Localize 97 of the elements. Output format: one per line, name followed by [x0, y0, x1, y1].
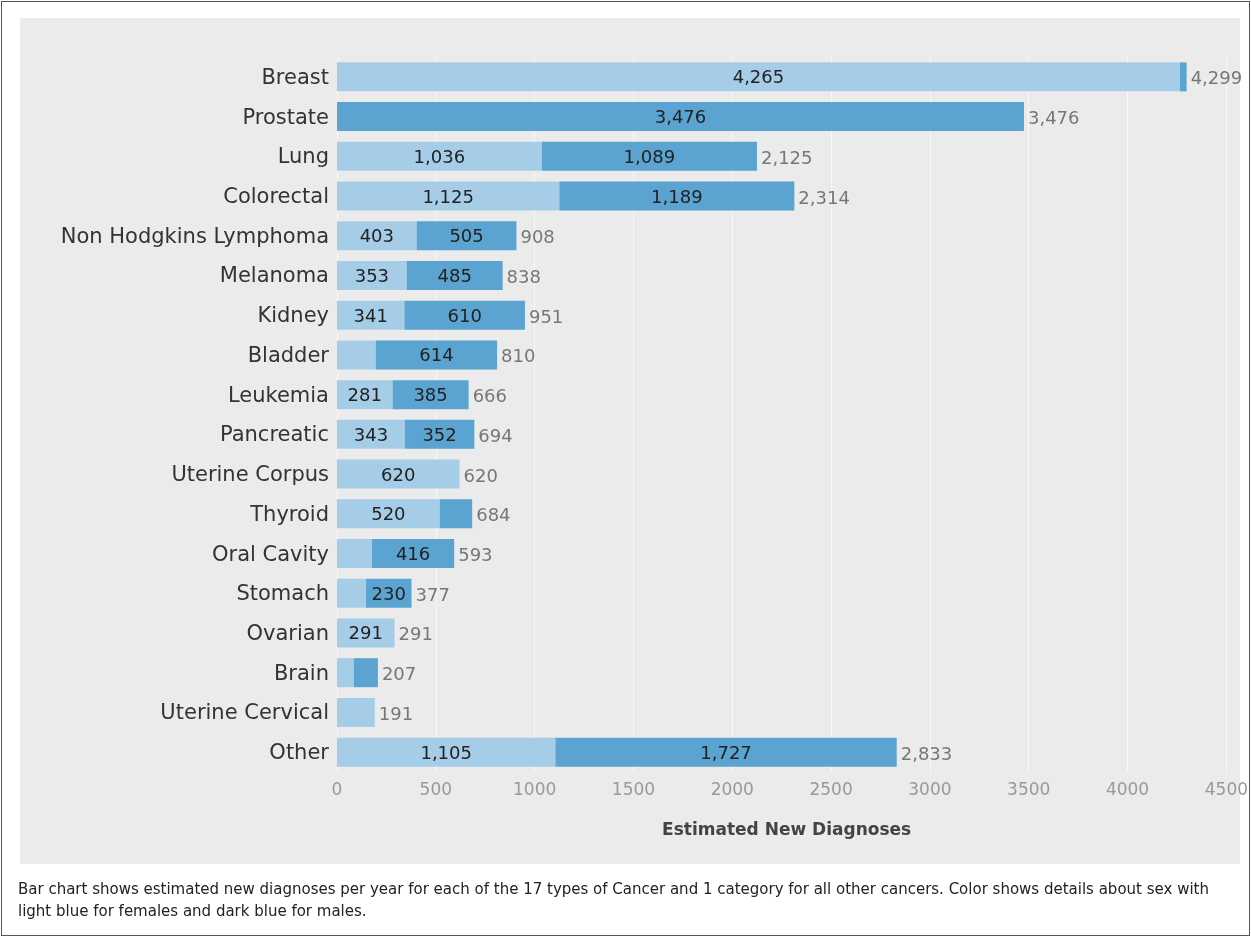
y-tick-label: Breast [261, 64, 329, 89]
bar [406, 260, 503, 290]
data-label: 416 [395, 543, 431, 565]
bar [337, 260, 407, 290]
total-label: 4,299 [1190, 67, 1243, 89]
y-tick-label: Oral Cavity [212, 541, 329, 566]
bar [439, 499, 473, 529]
total-label: 191 [378, 702, 414, 724]
total-label: 838 [506, 265, 541, 287]
data-label: 291 [348, 622, 383, 644]
total-label: 593 [458, 544, 493, 566]
bar [1179, 62, 1187, 92]
bar [541, 141, 757, 171]
x-tick-label: 500 [419, 778, 453, 799]
y-tick-label: Ovarian [246, 620, 329, 645]
total-label: 810 [501, 345, 536, 367]
total-label: 3,476 [1027, 107, 1080, 129]
bar [337, 697, 375, 727]
bar [337, 141, 542, 171]
bar [337, 539, 372, 569]
data-label: 343 [353, 423, 389, 445]
data-label: 1,089 [623, 145, 676, 167]
data-label: 385 [413, 384, 448, 406]
data-label: 230 [371, 582, 406, 604]
x-tick-label: 3500 [1007, 778, 1051, 799]
bar [337, 499, 440, 529]
y-tick-label: Lung [277, 144, 329, 169]
y-tick-label: Non Hodgkins Lymphoma [60, 223, 329, 248]
y-tick-label: Kidney [257, 303, 329, 328]
total-label: 684 [476, 504, 511, 526]
bar [337, 181, 560, 211]
y-tick-label: Thyroid [249, 501, 329, 526]
data-label: 520 [371, 503, 406, 525]
y-tick-label: Uterine Cervical [160, 700, 329, 725]
bar [375, 340, 498, 370]
total-label: 666 [472, 385, 507, 407]
bar [416, 221, 517, 251]
y-tick-label: Leukemia [227, 382, 329, 407]
bar [353, 658, 378, 688]
data-label: 614 [419, 344, 454, 366]
y-tick-label: Bladder [247, 342, 330, 367]
x-tick-label: 0 [331, 778, 343, 799]
total-label: 207 [381, 663, 417, 685]
x-tick-label: 4000 [1105, 778, 1150, 799]
data-label: 1,727 [700, 741, 752, 763]
x-tick-label: 1000 [513, 778, 557, 799]
text: Bar chart shows estimated new diagnoses per year for each of the 17 types of Cancer and 1 category for all other cancers. Color shows details about sex with light blue for females and dark blue for males. [18, 879, 1210, 922]
bar [337, 658, 354, 688]
y-tick-label: Colorectal [223, 184, 329, 209]
total-label: 291 [398, 623, 433, 645]
bar [559, 181, 795, 211]
bar [337, 221, 417, 251]
y-tick-label: Melanoma [219, 263, 329, 288]
data-label: 620 [381, 463, 416, 485]
y-tick-label: Other [269, 740, 330, 765]
bar [337, 340, 376, 370]
x-axis-title: Estimated New Diagnoses [662, 818, 912, 839]
data-label: 341 [353, 304, 388, 326]
bar [337, 62, 1180, 92]
data-label: 1,125 [422, 185, 474, 207]
bar [404, 300, 525, 330]
total-label: 951 [528, 305, 564, 327]
bar [337, 459, 460, 489]
data-label: 1,105 [420, 741, 472, 763]
bar [371, 539, 455, 569]
y-tick-label: Stomach [236, 581, 329, 606]
x-tick-label: 4500 [1204, 778, 1248, 799]
data-label: 1,036 [413, 145, 466, 167]
y-tick-label: Uterine Corpus [171, 462, 329, 487]
bar [555, 737, 897, 767]
data-label: 610 [447, 304, 482, 326]
data-label: 353 [354, 264, 390, 286]
total-label: 694 [478, 424, 513, 446]
data-label: 281 [347, 384, 382, 406]
bar [337, 737, 556, 767]
data-label: 505 [449, 225, 484, 247]
total-label: 2,314 [798, 186, 850, 208]
bar [337, 102, 1024, 132]
data-label: 403 [359, 225, 394, 247]
data-label: 352 [422, 423, 457, 445]
x-tick-label: 2500 [809, 778, 853, 799]
y-tick-label: Prostate [242, 104, 329, 129]
data-label: 1,189 [651, 185, 703, 207]
data-label: 485 [437, 264, 472, 286]
bar [337, 578, 367, 608]
x-tick-label: 1500 [611, 778, 656, 799]
total-label: 908 [520, 226, 555, 248]
y-tick-label: Pancreatic [219, 422, 329, 447]
total-label: 620 [463, 464, 498, 486]
total-label: 377 [415, 583, 450, 605]
y-tick-label: Brain [273, 660, 329, 685]
x-tick-label: 2000 [710, 778, 754, 799]
total-label: 2,125 [760, 146, 813, 168]
data-label: 4,265 [732, 66, 785, 88]
x-tick-label: 3000 [908, 778, 952, 799]
data-label: 3,476 [654, 106, 707, 128]
total-label: 2,833 [900, 742, 953, 764]
